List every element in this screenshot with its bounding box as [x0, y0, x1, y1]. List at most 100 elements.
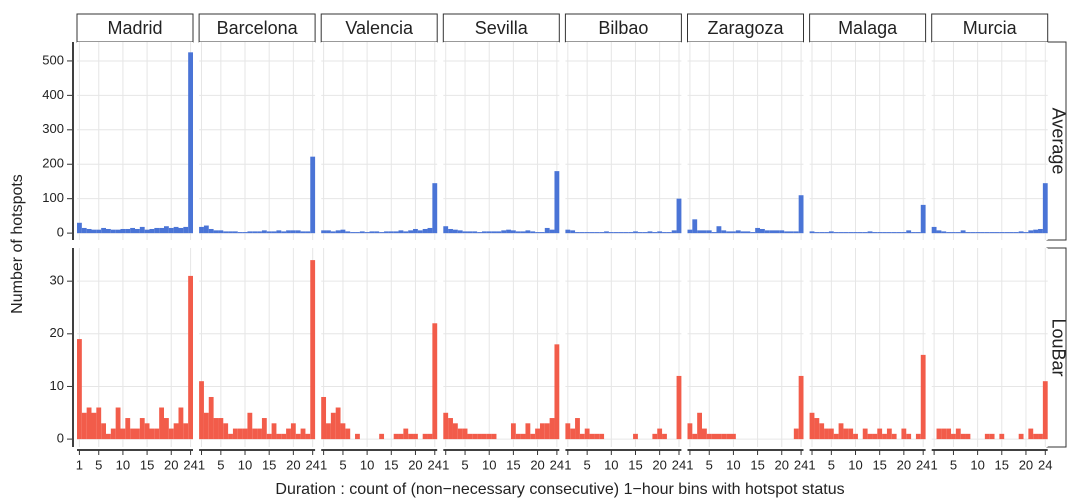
bar	[702, 230, 707, 234]
bar	[457, 230, 463, 234]
bar	[857, 232, 863, 234]
bar	[203, 225, 209, 234]
bar	[159, 227, 164, 234]
bar	[101, 423, 106, 440]
bar	[208, 228, 214, 234]
bar	[882, 433, 887, 440]
bar	[261, 418, 267, 440]
bar	[242, 232, 248, 234]
bar	[427, 433, 433, 440]
bar	[477, 433, 482, 440]
strip-label: Zaragoza	[707, 18, 784, 38]
bar	[951, 433, 956, 440]
bar	[570, 428, 576, 440]
bar	[510, 423, 516, 440]
x-tick-label: 1	[442, 457, 449, 472]
bar	[115, 229, 121, 234]
x-tick-label: 15	[872, 457, 886, 472]
bar	[242, 428, 248, 440]
bar	[101, 227, 106, 234]
bar	[408, 230, 414, 234]
panel	[199, 42, 316, 240]
bar	[467, 433, 473, 440]
bar	[290, 230, 296, 234]
bar	[149, 428, 155, 440]
bar	[647, 231, 653, 234]
bar	[310, 260, 316, 440]
bar	[252, 231, 258, 234]
bar	[496, 231, 502, 234]
bar	[120, 228, 126, 234]
bar	[106, 228, 111, 234]
bar	[896, 232, 902, 234]
bar	[393, 433, 399, 440]
bar	[1018, 433, 1024, 440]
x-tick-label: 24	[550, 457, 564, 472]
bar	[91, 229, 97, 234]
bar	[539, 232, 545, 234]
bar	[666, 232, 672, 234]
bar	[702, 428, 707, 440]
bar	[398, 433, 404, 440]
bar	[300, 428, 306, 440]
bar	[989, 232, 995, 234]
bar	[565, 229, 571, 234]
x-tick-label: 15	[262, 457, 276, 472]
bar	[326, 423, 331, 440]
bar	[549, 418, 555, 440]
x-tick-label: 20	[1019, 457, 1033, 472]
bar	[491, 433, 497, 440]
x-tick-label: 15	[995, 457, 1009, 472]
bar	[276, 433, 282, 440]
bar	[491, 231, 497, 234]
bar	[535, 428, 540, 440]
bar	[359, 231, 365, 234]
strip-label: Murcia	[963, 18, 1018, 38]
bar	[920, 204, 926, 234]
bar	[520, 231, 526, 234]
strip-box	[931, 13, 1049, 43]
bar	[159, 407, 164, 440]
bar	[237, 428, 243, 440]
bar	[716, 433, 722, 440]
bar	[486, 231, 492, 234]
bar	[915, 433, 921, 440]
bar	[203, 412, 209, 440]
bar	[515, 433, 521, 440]
x-tick-label: 10	[604, 457, 618, 472]
x-tick-label: 15	[628, 457, 642, 472]
strip-label: Malaga	[838, 18, 898, 38]
bar	[999, 433, 1005, 440]
bar	[671, 230, 677, 234]
bar	[544, 423, 550, 440]
bar	[384, 231, 389, 234]
strip-box	[198, 13, 316, 43]
bar	[330, 231, 336, 234]
bar	[745, 231, 751, 234]
bar	[599, 232, 605, 234]
x-tick-label: 5	[339, 457, 346, 472]
bar	[594, 232, 600, 234]
bar	[393, 231, 399, 234]
bar	[554, 344, 560, 440]
x-tick-label: 10	[116, 457, 130, 472]
x-tick-label: 15	[384, 457, 398, 472]
x-axis-title: Duration : count of (non−necessary conse…	[275, 481, 844, 498]
bar	[335, 230, 341, 234]
bar	[692, 219, 698, 234]
strip-box	[442, 13, 560, 43]
panel	[77, 42, 193, 240]
x-tick-label: 20	[164, 457, 178, 472]
bar	[628, 232, 634, 234]
bar	[364, 232, 370, 234]
x-tick-label: 15	[506, 457, 520, 472]
bar	[144, 423, 150, 440]
bar	[154, 428, 160, 440]
bar	[257, 428, 262, 440]
bar	[355, 433, 360, 440]
bar	[848, 428, 854, 440]
bar	[886, 232, 892, 234]
bar	[369, 231, 375, 234]
panel	[199, 248, 316, 447]
